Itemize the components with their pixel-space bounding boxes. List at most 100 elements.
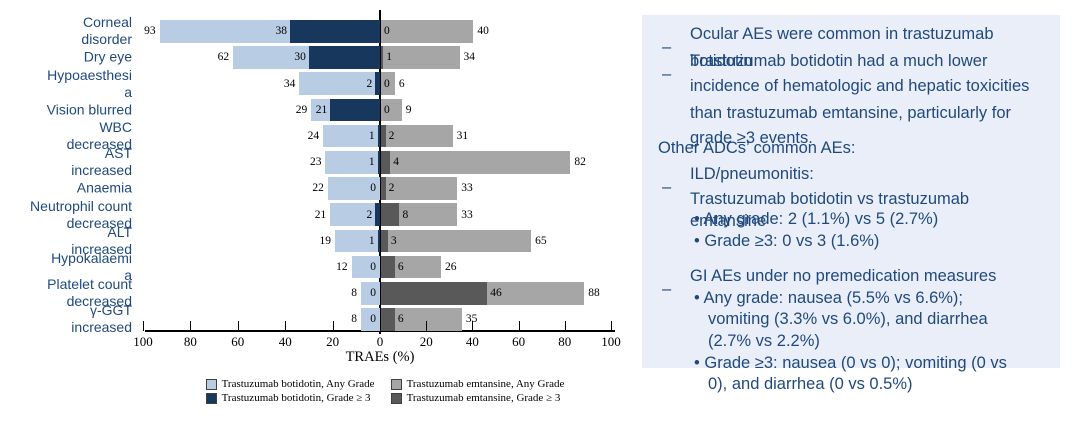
note-line: • Grade ≥3: 0 vs 3 (1.6%) — [694, 232, 880, 250]
category-label-line: Dry eye — [83, 48, 132, 65]
legend-label: Trastuzumab botidotin, Grade ≥ 3 — [221, 392, 371, 404]
bar-botidotin-grade3 — [330, 98, 380, 122]
value-label-botidotin-grade3: 0 — [370, 261, 376, 274]
value-label-emtansine-grade3: 0 — [384, 103, 390, 116]
value-label-botidotin-grade3: 0 — [370, 182, 376, 195]
note-line: than trastuzumab emtansine, particularly… — [690, 104, 1011, 122]
x-axis-tick-label: 20 — [419, 334, 433, 349]
bar-emtansine-grade3 — [381, 308, 395, 331]
note-line: grade ≥3 events. — [690, 129, 813, 147]
bar-emtansine-any — [381, 46, 460, 69]
x-axis-tick-label: 100 — [601, 334, 621, 349]
x-axis-tick — [190, 321, 192, 331]
note-dash-bullet: – — [662, 65, 672, 83]
category-label-line: a — [124, 83, 132, 100]
value-label-botidotin-any: 19 — [319, 234, 331, 247]
x-axis-tick — [380, 321, 381, 331]
bar-emtansine-any — [381, 151, 571, 174]
category-label-line: Anaemia — [76, 179, 132, 196]
note-line: GI AEs under no premedication measures — [690, 267, 997, 285]
bar-botidotin-any — [330, 203, 380, 226]
bar-botidotin-any — [299, 72, 380, 95]
note-line: • Grade ≥3: nausea (0 vs 0); vomiting (0… — [694, 354, 1007, 372]
category-label: Corneal disorder — [0, 14, 132, 48]
category-label: ALT increased — [0, 224, 132, 258]
legend-label: Trastuzumab botidotin, Any Grade — [221, 378, 375, 390]
value-label-emtansine-grade3: 6 — [397, 261, 404, 274]
bar-botidotin-grade3 — [289, 20, 380, 43]
x-axis-tick — [237, 321, 239, 331]
x-axis-tick — [611, 321, 612, 331]
note-line: vomiting (3.3% vs 6.0%), and diarrhea — [708, 310, 988, 328]
bar-emtansine-any — [381, 203, 458, 226]
note-dash-bullet: – — [662, 38, 672, 56]
category-label-line: Neutrophil count — [30, 197, 132, 214]
note-line: incidence of hematologic and hepatic tox… — [690, 77, 1030, 95]
x-axis-tick-label: 20 — [326, 334, 340, 349]
value-label-emtansine-any: 31 — [456, 130, 469, 143]
category-label-line: AST — [104, 145, 132, 162]
bar-emtansine-grade3 — [381, 177, 386, 200]
category-label-line: decreased — [66, 293, 132, 310]
value-label-botidotin-any: 29 — [295, 103, 308, 116]
legend-item-botidotin-any: Trastuzumab botidotin, Any Grade — [205, 378, 375, 390]
category-label: Vision blurred — [0, 101, 132, 118]
x-axis-tick — [285, 321, 287, 331]
value-label-emtansine-any: 88 — [588, 287, 600, 300]
bar-botidotin-grade3 — [377, 151, 380, 174]
value-label-botidotin-any: 24 — [307, 130, 320, 143]
bar-emtansine-any — [381, 177, 458, 200]
bar-botidotin-grade3 — [377, 124, 380, 148]
bar-botidotin-any — [361, 282, 380, 305]
value-label-emtansine-grade3: 8 — [402, 208, 409, 221]
note-line: • Any grade: nausea (5.5% vs 6.6%); — [694, 289, 964, 307]
value-label-botidotin-any: 12 — [336, 261, 348, 274]
value-label-botidotin-grade3: 1 — [368, 156, 375, 169]
category-label-line: Hypokalaemi — [51, 250, 132, 267]
bar-botidotin-any — [361, 308, 380, 331]
x-axis-tick-label: 40 — [278, 334, 292, 349]
category-label-line: ALT — [107, 223, 132, 240]
category-label-line: Hypoaesthesi — [47, 66, 132, 83]
x-axis-tick-label: 80 — [183, 334, 197, 349]
x-axis-tick — [472, 321, 474, 331]
value-label-emtansine-grade3: 6 — [397, 313, 404, 326]
bar-botidotin-any — [325, 151, 380, 174]
value-label-botidotin-grade3: 21 — [315, 103, 328, 116]
note-line: botidotin — [690, 52, 753, 70]
legend-item-botidotin-grade3: Trastuzumab botidotin, Grade ≥ 3 — [205, 392, 375, 404]
category-label: Platelet count decreased — [0, 276, 132, 310]
category-label-line: Platelet count — [47, 276, 132, 293]
chart-legend: Trastuzumab botidotin, Any Grade Trastuzu… — [150, 378, 620, 404]
value-label-emtansine-grade3: 4 — [393, 156, 399, 169]
bar-emtansine-any — [381, 72, 395, 95]
bar-emtansine-grade3 — [381, 229, 388, 253]
x-axis-tick-label: 100 — [133, 334, 153, 349]
bar-emtansine-any — [381, 229, 532, 253]
traes-chart: TRAEs (%) Trastuzumab botidotin, Any Gra… — [0, 10, 621, 404]
value-label-botidotin-any: 21 — [314, 208, 327, 221]
value-label-emtansine-grade3: 2 — [388, 130, 395, 143]
notes-panel: – Ocular AEs were common in trastuzumab bo… — [642, 15, 1060, 393]
bar-emtansine-any — [381, 308, 462, 331]
x-axis-tick — [564, 321, 566, 331]
legend-swatch-botidotin-grade3 — [205, 392, 217, 404]
note-line: ILD/pneumonitis: — [690, 165, 814, 183]
value-label-botidotin-any: 8 — [351, 287, 358, 300]
x-axis-tick-label: 60 — [512, 334, 526, 349]
bar-emtansine-grade3 — [381, 203, 400, 226]
value-label-botidotin-grade3: 38 — [275, 25, 287, 38]
x-axis-tick-label: 40 — [465, 334, 479, 349]
bar-emtansine-any — [381, 124, 453, 148]
category-label-line: increased — [71, 240, 132, 257]
x-axis-tick — [143, 321, 144, 331]
note-line: Trastuzumab botidotin had a much lower — [690, 52, 988, 70]
note-dash-bullet: – — [662, 178, 672, 196]
category-label: Anaemia — [0, 180, 132, 197]
category-label-line: Vision blurred — [46, 101, 132, 118]
bar-emtansine-grade3 — [381, 124, 386, 148]
value-label-emtansine-any: 33 — [461, 182, 473, 195]
value-label-emtansine-any: 33 — [461, 208, 473, 221]
value-label-botidotin-any: 34 — [283, 77, 296, 90]
x-axis-tick — [518, 321, 520, 331]
